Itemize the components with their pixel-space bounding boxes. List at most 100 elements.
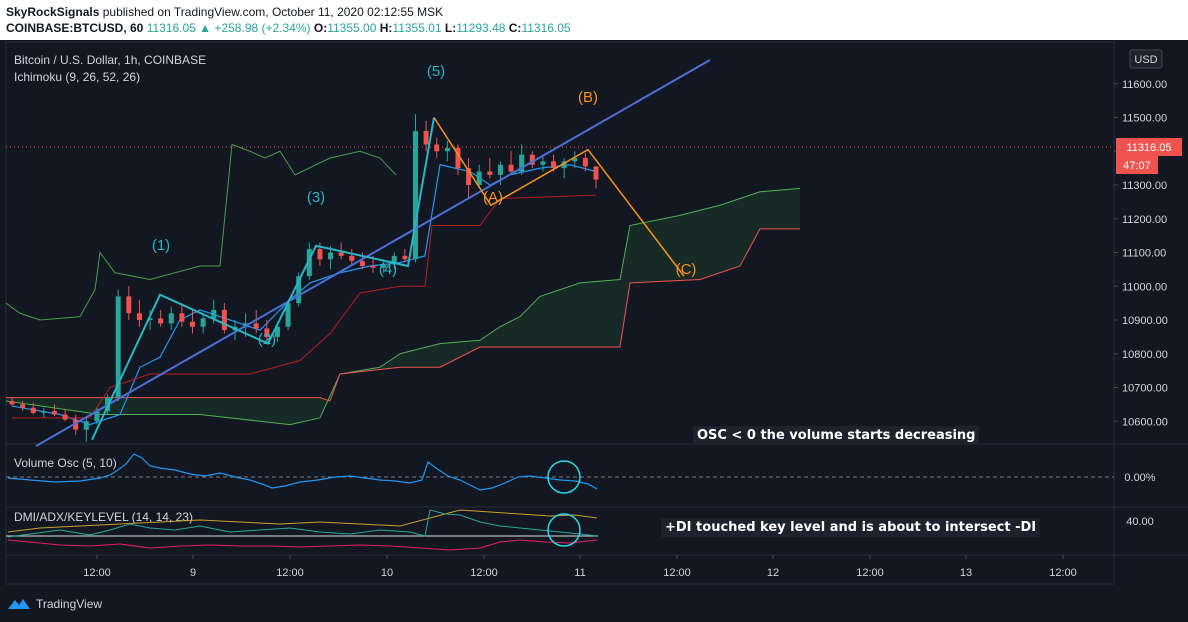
symbol-label: COINBASE:BTCUSD, 60 (6, 21, 144, 35)
price-tick-label: 11500.00 (1122, 113, 1167, 125)
currency-label: USD (1134, 54, 1157, 66)
price-tick-label: 11300.00 (1122, 180, 1167, 192)
close-label: C: (508, 21, 522, 35)
candle-body (381, 264, 387, 268)
price-tick-label: 11600.00 (1122, 79, 1167, 91)
time-tick-label: 10 (381, 567, 393, 579)
candle-body (561, 161, 567, 169)
time-tick-label: 12:00 (663, 567, 691, 579)
price-tick-label: 11000.00 (1122, 281, 1167, 293)
cloud-fill (6, 188, 800, 425)
candle-body (328, 252, 334, 260)
kijun-line (12, 194, 597, 419)
price-tick-label: 10800.00 (1122, 349, 1168, 361)
price-axis[interactable]: 11600.0011500.0011400.0011300.0011200.00… (1114, 79, 1168, 429)
candle-body (30, 407, 36, 413)
candle-body (211, 309, 217, 319)
candle-body (126, 296, 132, 314)
candle-body (296, 276, 302, 304)
chart-title: Bitcoin / U.S. Dollar, 1h, COINBASE (14, 53, 206, 67)
impulse-wave-label: (4) (379, 261, 397, 278)
current-price-badge (1116, 138, 1182, 156)
candle-body (190, 321, 196, 327)
candle-body (359, 260, 365, 266)
last-price: 11316.05 (146, 21, 196, 35)
currency-badge[interactable] (1129, 49, 1163, 69)
time-tick-label: 12:00 (856, 567, 884, 579)
high-label: H: (379, 21, 393, 35)
osc-highlight-circle (547, 460, 581, 494)
candle-body (274, 326, 280, 337)
plus-di-line (7, 509, 598, 538)
candle-body (73, 419, 79, 430)
chikou-line (5, 143, 397, 321)
candle-body (317, 249, 323, 260)
open-label: O: (313, 21, 328, 35)
time-tick-label: 12:00 (83, 567, 111, 579)
candle-body (179, 313, 185, 322)
time-tick-label: 12:00 (276, 567, 304, 579)
candle-body (444, 147, 450, 152)
minus-di-line (7, 539, 598, 551)
brand-label[interactable]: TradingView (36, 597, 103, 611)
open-value: 11355.00 (327, 21, 377, 35)
ichimoku-legend[interactable]: Ichimoku (9, 26, 52, 26) (14, 70, 140, 84)
candle-body (487, 171, 493, 175)
tradingview-logo-icon[interactable] (8, 597, 30, 611)
candle-body (593, 166, 599, 180)
adx-line (7, 509, 598, 533)
candles-group (9, 114, 599, 442)
countdown-badge (1116, 156, 1158, 174)
candle-body (338, 252, 344, 256)
candle-body (253, 323, 259, 329)
candle-body (41, 411, 47, 413)
countdown-label: 47:07 (1123, 160, 1151, 172)
published-text: published on TradingView.com, October 11… (102, 5, 444, 19)
low-label: L: (444, 21, 457, 35)
dmi-annotation: +DI touched key level and is about to in… (661, 518, 1041, 537)
candle-body (455, 147, 461, 169)
wave-overlays: (1) (2) (3) (4) (5) (A) (B) (C) (35, 59, 711, 447)
time-axis[interactable]: 12:00 9 12:00 10 12:00 11 12:00 12 12:00 13 12:00 (83, 555, 1077, 579)
candle-body (540, 161, 546, 165)
dmi-level-label: 40.00 (1126, 516, 1154, 528)
candle-body (582, 158, 588, 167)
osc-zero-label: 0.00% (1124, 472, 1155, 484)
candle-body (221, 309, 227, 331)
candle-body (9, 401, 15, 405)
candle-body (423, 131, 429, 145)
candle-body (158, 318, 164, 324)
candle-body (62, 414, 68, 420)
candle-body (51, 411, 57, 415)
candle-body (497, 164, 503, 175)
low-value: 11293.48 (456, 21, 506, 35)
price-change: +258.98 (+2.34%) (214, 21, 311, 35)
price-tick-label: 10600.00 (1122, 416, 1168, 428)
price-tick-label: 11200.00 (1122, 214, 1167, 226)
candle-body (115, 296, 121, 398)
candle-body (402, 255, 408, 260)
candle-body (476, 171, 482, 185)
corrective-wave-label: (C) (676, 261, 697, 278)
time-tick-label: 12:00 (470, 567, 498, 579)
volume-osc-legend[interactable]: Volume Osc (5, 10) (14, 456, 117, 470)
candle-body (391, 255, 397, 265)
author-name[interactable]: SkyRockSignals (6, 5, 100, 19)
impulse-wave-label: (3) (307, 189, 325, 206)
candle-body (508, 164, 514, 172)
impulse-wave-label: (5) (427, 63, 445, 80)
candle-body (349, 255, 355, 261)
candle-body (264, 328, 270, 337)
price-chart[interactable]: (1) (2) (3) (4) (5) (A) (B) (C) 11600.00 11500.0… (0, 40, 1188, 586)
time-tick-label: 12:00 (1049, 567, 1077, 579)
candle-body (551, 161, 557, 169)
candle-body (200, 318, 206, 327)
candle-body (20, 404, 26, 408)
dmi-legend[interactable]: DMI/ADX/KEYLEVEL (14, 14, 23) (14, 510, 193, 524)
ichimoku-cloud (5, 187, 801, 426)
dmi-highlight-circle (547, 513, 581, 547)
candle-body (285, 303, 291, 327)
ohlc-line: COINBASE:BTCUSD, 60 11316.05 ▲ +258.98 (… (6, 20, 1182, 36)
candle-body (529, 154, 535, 165)
corrective-wave-label: (B) (578, 89, 598, 106)
